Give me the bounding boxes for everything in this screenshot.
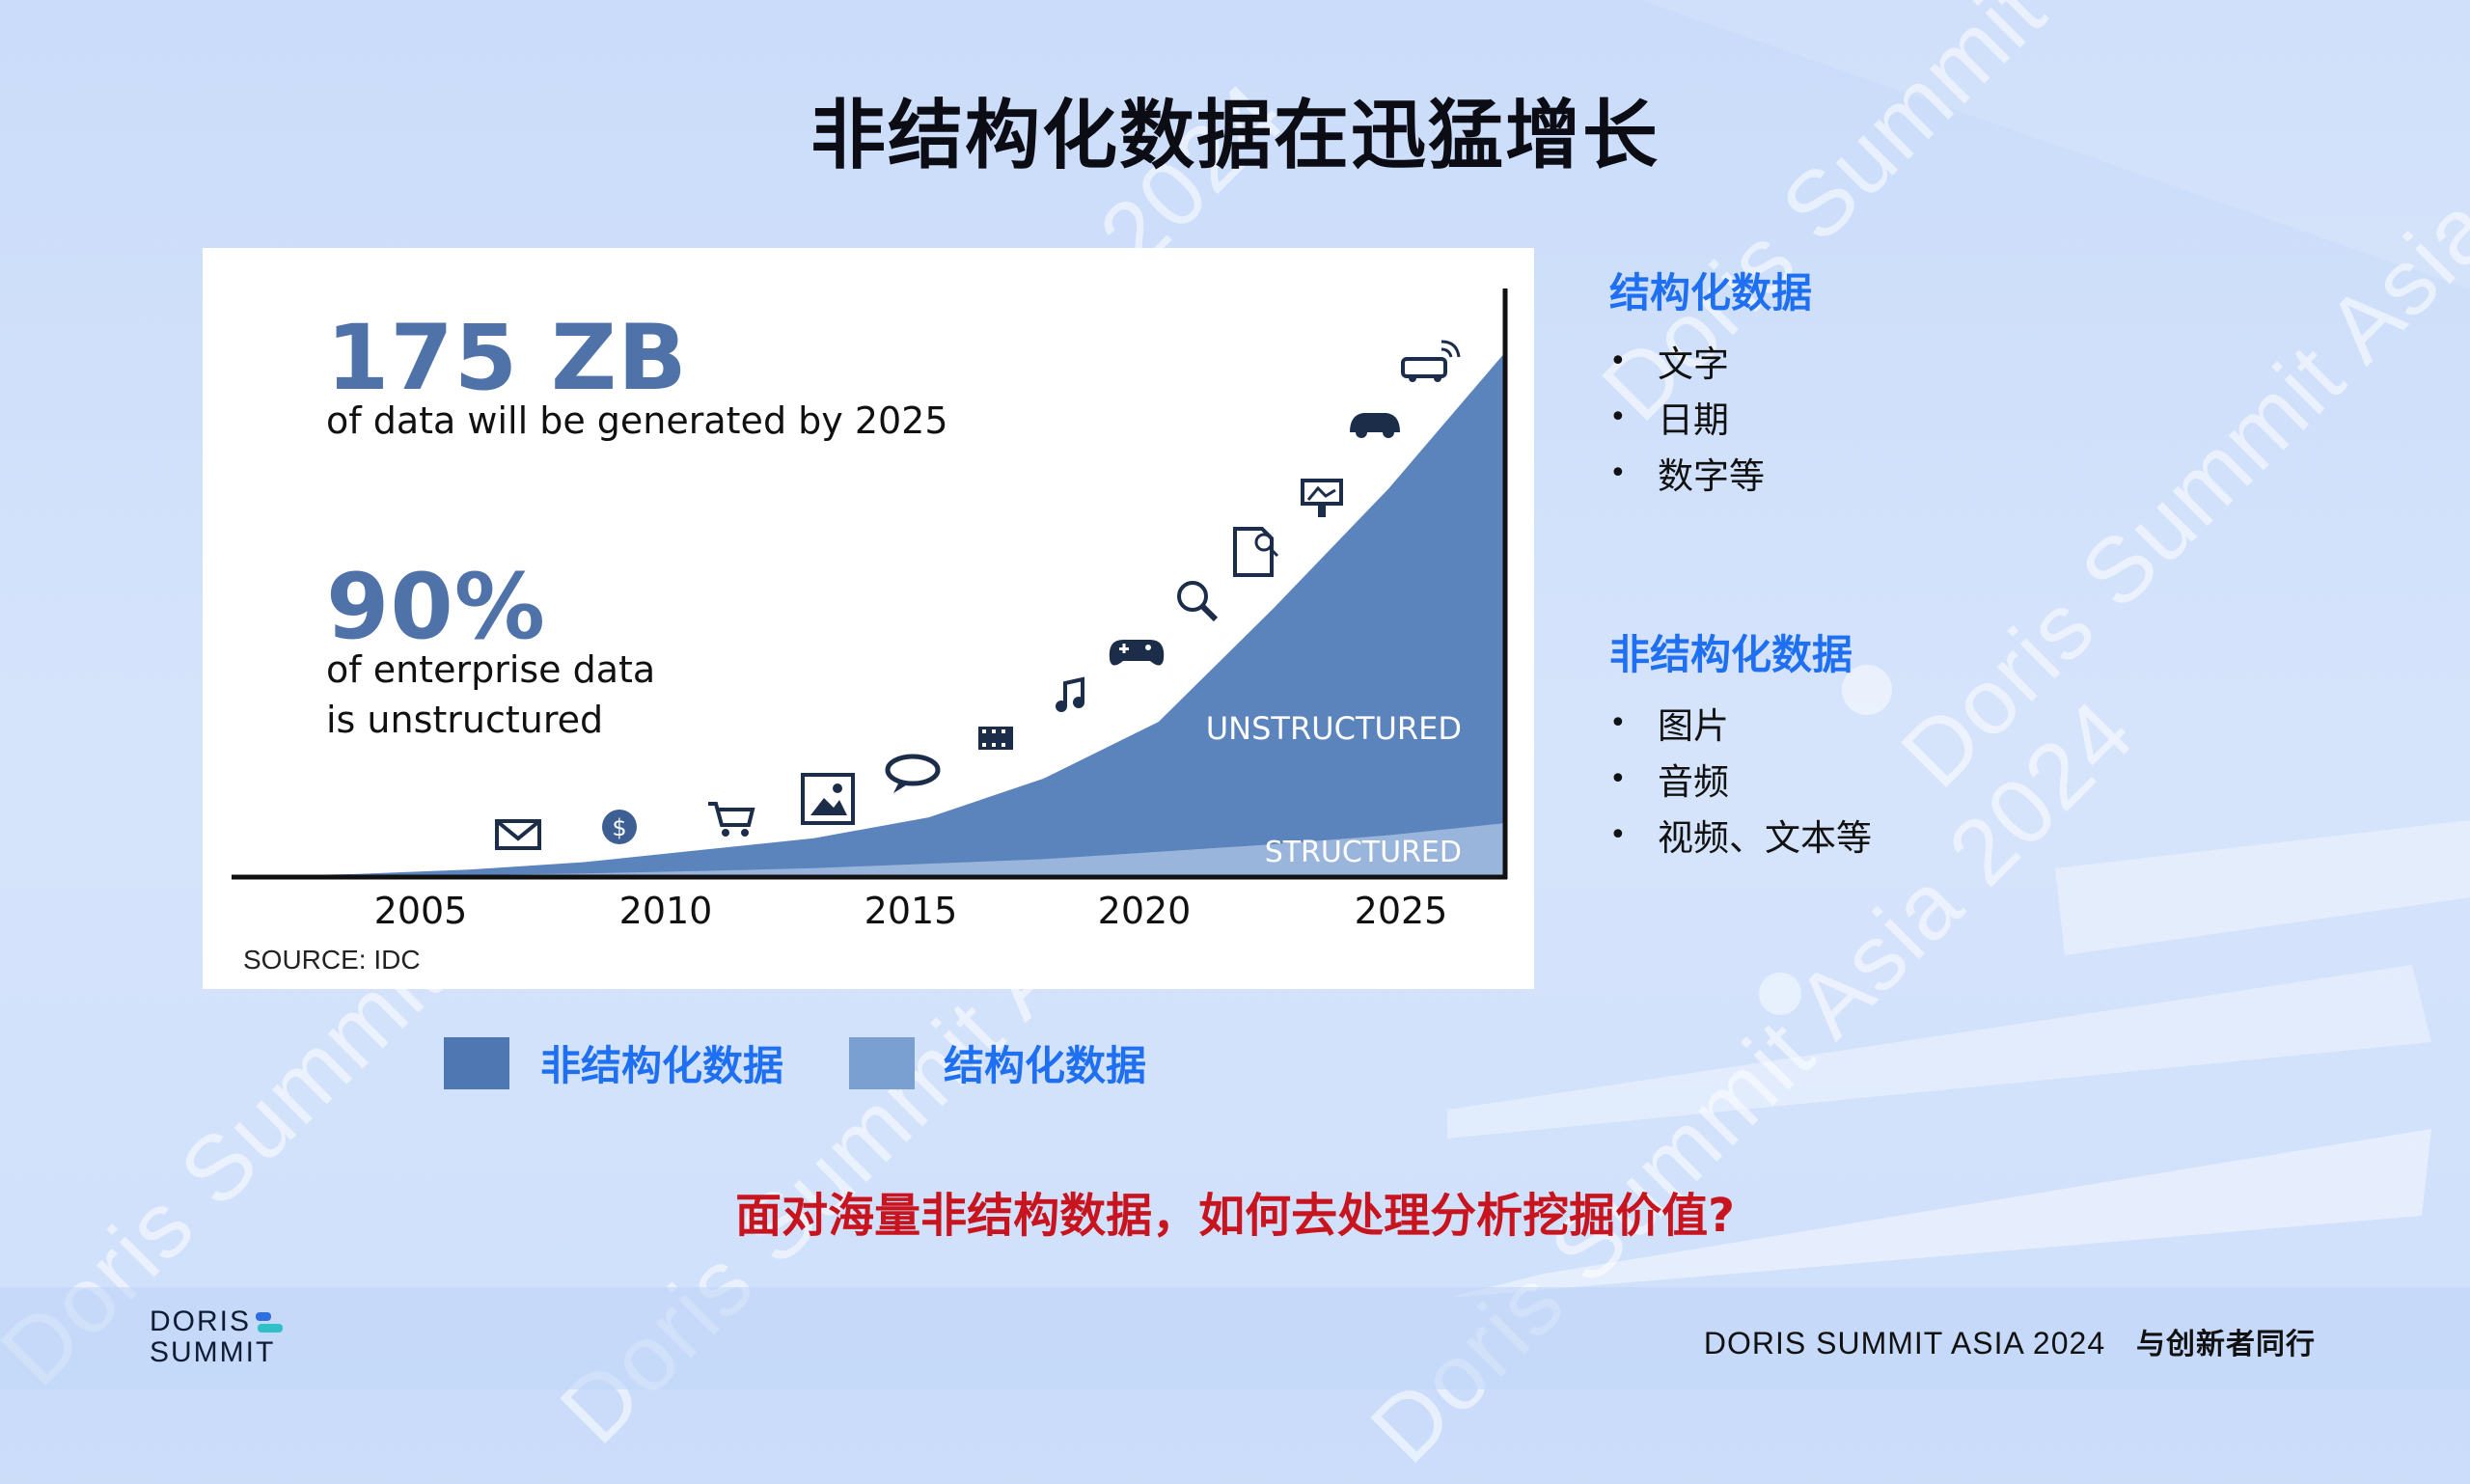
search-globe-icon — [1177, 581, 1219, 622]
bullet: • — [1609, 817, 1627, 852]
structured-panel: 结构化数据 • 文字 • 日期 • 数字等 — [1609, 261, 1812, 501]
doris-summit-logo: DORIS SUMMIT — [150, 1305, 283, 1368]
stat-90-percent: 90% — [326, 555, 546, 660]
cart-icon — [708, 802, 755, 837]
x-tick-label: 2015 — [864, 890, 958, 932]
unstructured-panel: 非结构化数据 • 图片 • 音频 • 视频、文本等 — [1609, 622, 1872, 863]
list-item: • 图片 — [1609, 695, 1872, 751]
bullet: • — [1609, 344, 1627, 378]
area-label-structured: STRUCTURED — [1265, 836, 1462, 869]
source-note: SOURCE: IDC — [243, 945, 421, 975]
footer-bar — [0, 1287, 2470, 1389]
envelope-icon — [495, 819, 541, 850]
x-tick-label: 2025 — [1355, 890, 1448, 932]
document-search-icon — [1233, 527, 1279, 577]
list-item: • 音频 — [1609, 751, 1872, 807]
film-icon — [978, 727, 1013, 750]
footer-event-name: DORIS SUMMIT ASIA 2024 — [1703, 1326, 2106, 1360]
photo-icon — [801, 773, 855, 825]
page-title: 非结构化数据在迅猛增长 — [810, 93, 1660, 179]
area-chart: 2005 2010 2015 2020 2025 UNSTRUCTURED STRUCTUR… — [232, 289, 1508, 932]
list-item-label: 图片 — [1658, 705, 1729, 747]
coin-icon: $ — [602, 810, 637, 844]
series-area-unstructured — [239, 354, 1503, 877]
series-area-structured — [239, 823, 1503, 877]
stat-175zb-caption: of data will be generated by 2025 — [326, 399, 948, 442]
logo-line-2: SUMMIT — [150, 1336, 276, 1368]
svg-text:$: $ — [612, 814, 626, 841]
legend-structured: 结构化数据 — [849, 1033, 1146, 1092]
list-item-label: 数字等 — [1658, 455, 1765, 497]
x-tick-label: 2010 — [619, 890, 713, 932]
list-item: • 日期 — [1609, 389, 1812, 445]
bullet: • — [1609, 399, 1627, 434]
legend-label-structured: 结构化数据 — [944, 1042, 1147, 1089]
logo-line-1: DORIS — [150, 1305, 252, 1337]
stat-90-caption-line2: is unstructured — [326, 699, 604, 741]
bullet: • — [1609, 705, 1627, 740]
structured-list: • 文字 • 日期 • 数字等 — [1609, 333, 1812, 501]
list-item-label: 视频、文本等 — [1658, 817, 1872, 859]
footer-event: DORIS SUMMIT ASIA 2024 与创新者同行 — [1704, 1320, 2316, 1362]
chat-icon — [885, 754, 941, 793]
bullet: • — [1609, 761, 1627, 796]
stat-90-caption-line1: of enterprise data — [326, 648, 656, 691]
x-tick-label: 2020 — [1098, 890, 1192, 932]
car-icon — [1350, 413, 1400, 438]
legend-unstructured: 非结构化数据 — [444, 1033, 783, 1092]
logo-mark-icon — [256, 1312, 283, 1333]
key-question: 面对海量非结构数据，如何去处理分析挖掘价值? — [735, 1189, 1735, 1243]
growth-infographic: 2005 2010 2015 2020 2025 UNSTRUCTURED STRUCTUR… — [203, 248, 1534, 989]
legend-swatch-unstructured — [444, 1036, 509, 1089]
list-item: • 视频、文本等 — [1609, 807, 1872, 863]
music-icon — [1056, 676, 1084, 712]
footer-slogan: 与创新者同行 — [2136, 1328, 2316, 1361]
stat-175zb: 175 ZB — [326, 306, 688, 411]
list-item-label: 音频 — [1658, 761, 1729, 803]
area-label-unstructured: UNSTRUCTURED — [1206, 710, 1462, 747]
legend-swatch-structured — [849, 1036, 915, 1089]
unstructured-heading: 非结构化数据 — [1609, 631, 1853, 678]
list-item-label: 日期 — [1658, 399, 1729, 441]
gamepad-icon — [1109, 640, 1165, 666]
billboard-icon — [1301, 479, 1343, 517]
list-item: • 数字等 — [1609, 445, 1812, 501]
unstructured-list: • 图片 • 音频 • 视频、文本等 — [1609, 695, 1872, 863]
list-item-label: 文字 — [1658, 344, 1729, 385]
bullet: • — [1609, 455, 1627, 490]
x-tick-label: 2005 — [374, 890, 468, 932]
structured-heading: 结构化数据 — [1609, 269, 1813, 316]
legend-label-unstructured: 非结构化数据 — [540, 1042, 784, 1089]
list-item: • 文字 — [1609, 333, 1812, 389]
connected-car-icon — [1401, 340, 1461, 382]
